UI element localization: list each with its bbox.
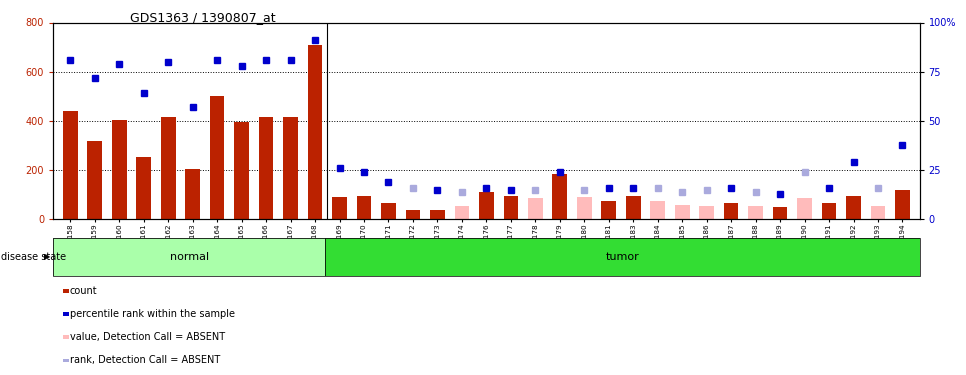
Text: percentile rank within the sample: percentile rank within the sample [70,309,235,319]
Bar [406,210,420,219]
Bar [479,192,494,219]
Bar [160,117,176,219]
Text: value, Detection Call = ABSENT: value, Detection Call = ABSENT [70,332,225,342]
Text: normal: normal [170,252,209,262]
Bar [626,196,640,219]
Bar [259,117,273,219]
Bar [503,196,518,219]
Bar [356,196,371,219]
Bar [326,238,920,276]
Text: ▶: ▶ [43,252,50,261]
Bar [332,197,347,219]
Bar [112,120,127,219]
Bar [650,201,665,219]
Text: disease state: disease state [1,252,66,262]
Text: GDS1363 / 1390807_at: GDS1363 / 1390807_at [130,11,276,24]
Bar [283,117,298,219]
Bar [797,198,812,219]
Bar [308,45,323,219]
Bar [63,111,77,219]
Bar [528,198,543,219]
Bar [724,203,738,219]
Bar [210,96,224,219]
Bar [53,238,326,276]
Bar [773,207,787,219]
Bar [846,196,861,219]
Bar [822,203,837,219]
Bar [553,174,567,219]
Bar [895,190,910,219]
Text: rank, Detection Call = ABSENT: rank, Detection Call = ABSENT [70,356,220,365]
Bar [577,197,591,219]
Bar [235,122,249,219]
Bar [382,203,396,219]
Bar [870,206,886,219]
Bar [430,210,444,219]
Bar [185,169,200,219]
Bar [699,206,714,219]
Text: tumor: tumor [606,252,639,262]
Bar [87,141,102,219]
Bar [136,157,151,219]
Bar [675,205,690,219]
Bar [749,206,763,219]
Bar [602,201,616,219]
Bar [455,206,469,219]
Text: count: count [70,286,98,296]
